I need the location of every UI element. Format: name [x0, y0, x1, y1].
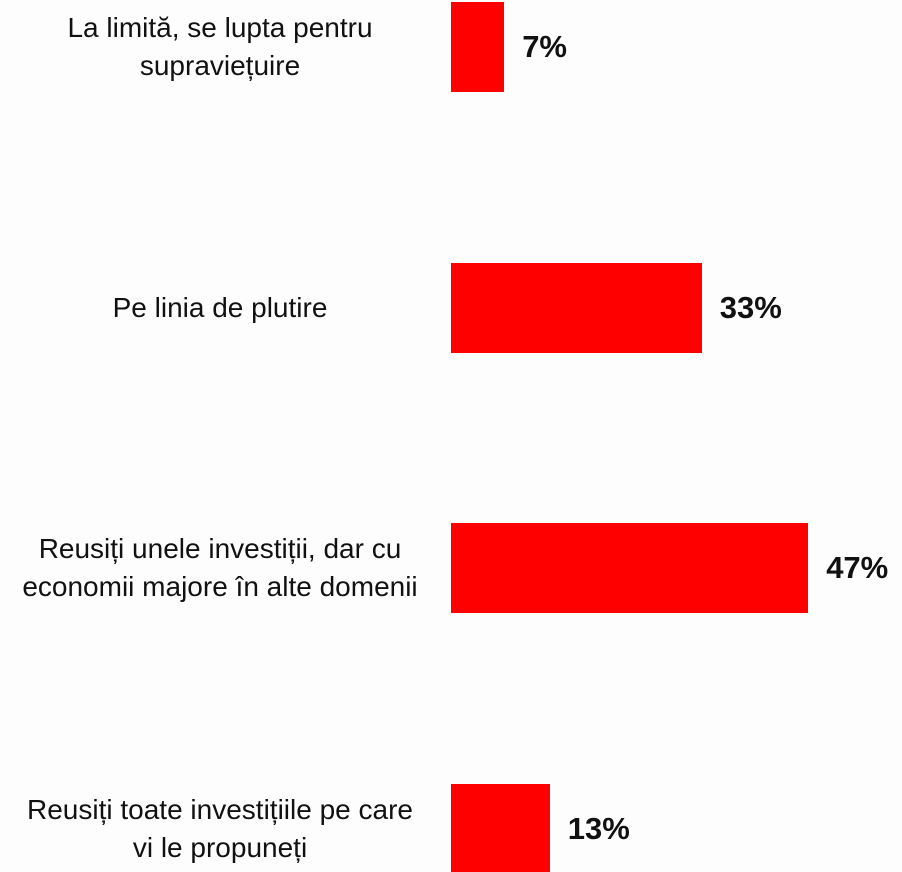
value-label: 13%	[567, 810, 630, 846]
bar	[451, 2, 505, 92]
value-label: 33%	[719, 289, 782, 325]
value-label: 7%	[522, 29, 567, 64]
category-label: Reusiți unele investiții, dar cu economi…	[22, 533, 418, 602]
value-label: 47%	[826, 550, 889, 585]
category-label: La limită, se lupta pentru supraviețuire	[67, 12, 373, 81]
bar	[451, 783, 550, 872]
bar	[451, 523, 809, 613]
category-label: Reusiți toate investițiile pe care vi le…	[27, 793, 413, 863]
category-label: Pe linia de plutire	[112, 291, 328, 323]
bar	[451, 262, 702, 353]
